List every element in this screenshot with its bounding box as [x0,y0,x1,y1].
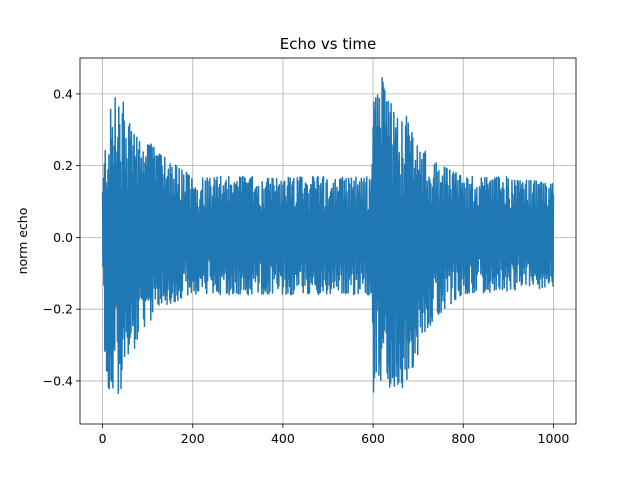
y-tick-label: 0.2 [53,158,73,173]
y-tick-label: −0.4 [43,373,73,388]
x-tick-label: 800 [451,431,475,446]
y-axis-label: norm echo [15,208,30,275]
x-tick-label: 0 [99,431,107,446]
chart-title: Echo vs time [280,35,377,53]
x-tick-label: 400 [271,431,295,446]
echo-series-line [101,77,555,395]
x-tick-label: 200 [181,431,205,446]
x-tick-label: 1000 [538,431,570,446]
series-layer [101,77,555,395]
plot-frame [79,57,577,425]
y-tick-label: −0.2 [43,302,73,317]
x-tick-label: 600 [361,431,385,446]
y-tick-label: 0.0 [53,230,73,245]
y-tick-label: 0.4 [53,86,73,101]
tick-layer: 0 200 400 600 800 1000 −0.4 −0.2 0.0 0.2 0.4 [43,86,570,446]
